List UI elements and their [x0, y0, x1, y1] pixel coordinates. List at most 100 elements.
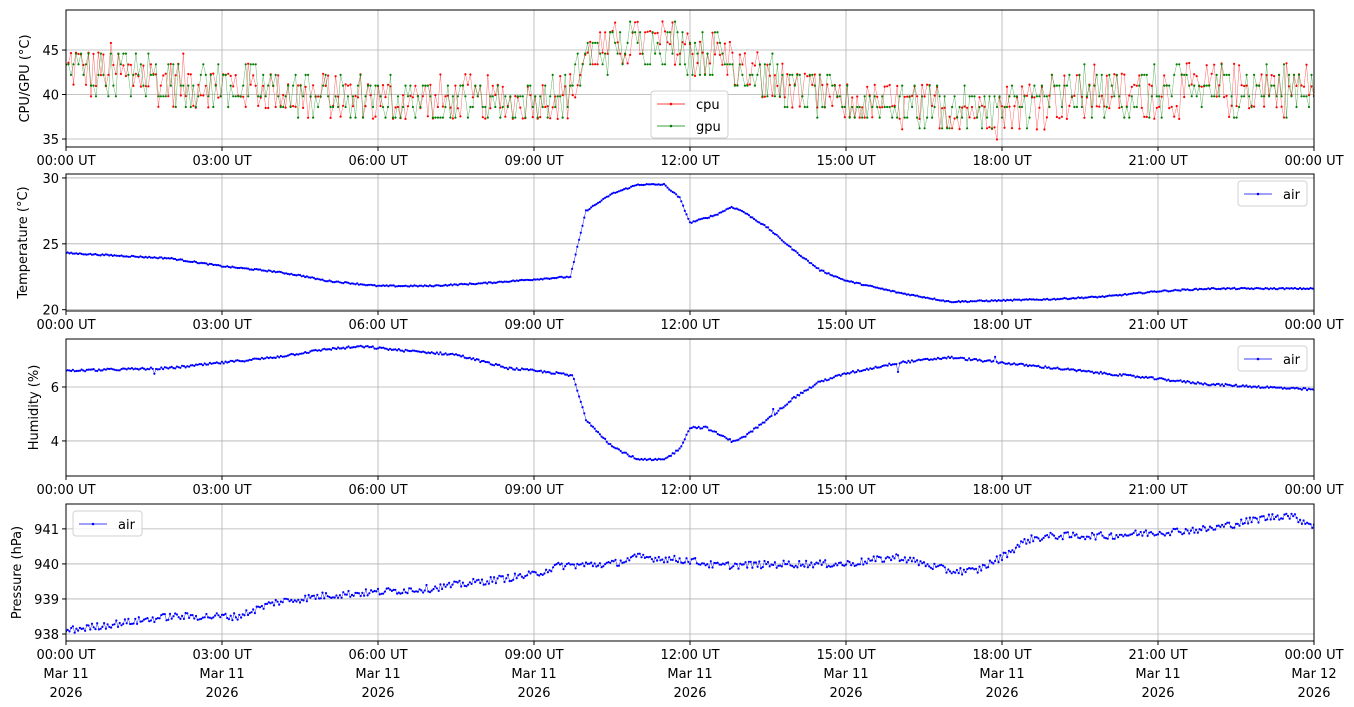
data-point-air [158, 256, 161, 259]
data-point-gpu [337, 105, 340, 109]
data-point-air [654, 556, 657, 559]
data-point-cpu [544, 105, 547, 109]
data-point-gpu [1155, 95, 1158, 98]
data-point-cpu [923, 95, 926, 98]
data-point-air [413, 590, 416, 593]
data-point-air [260, 356, 263, 359]
data-point-cpu [634, 21, 637, 24]
data-point-air [352, 594, 355, 597]
x-tick-label: 12:00 UT [660, 154, 719, 169]
data-point-gpu [1278, 73, 1281, 76]
data-point-air [643, 556, 647, 560]
data-point-air [361, 345, 364, 348]
data-point-air [796, 251, 799, 254]
data-point-air [262, 357, 265, 360]
data-point-cpu [561, 94, 564, 97]
data-point-air [194, 363, 198, 366]
legend-box [1237, 345, 1308, 372]
data-point-air [274, 598, 277, 602]
data-point-cpu [1045, 116, 1048, 119]
data-point-air [373, 284, 376, 287]
data-point-air [770, 229, 773, 232]
data-point-air [870, 367, 874, 370]
data-point-air [486, 361, 489, 364]
data-point-air [526, 278, 529, 281]
data-point-air [673, 554, 676, 558]
data-point-air [789, 400, 792, 403]
data-point-air [526, 574, 529, 577]
data-point-air [479, 360, 482, 364]
data-point-air [1257, 385, 1260, 388]
data-point-cpu [1173, 115, 1176, 118]
data-point-air [985, 566, 988, 569]
data-point-cpu [831, 104, 834, 107]
data-point-air [943, 300, 946, 303]
data-point-cpu [1265, 74, 1268, 77]
data-point-air [508, 366, 511, 369]
data-point-air [694, 220, 697, 223]
data-point-air [527, 570, 530, 573]
data-point-air [1092, 295, 1095, 299]
data-point-air [1037, 364, 1040, 367]
data-point-air [812, 264, 815, 267]
data-point-air [714, 430, 718, 433]
data-point-air [116, 254, 120, 257]
data-point-air [902, 360, 905, 363]
data-point-gpu [811, 73, 814, 76]
data-point-air [1304, 522, 1307, 526]
data-point-air [938, 564, 941, 567]
data-point-air [910, 359, 914, 362]
data-point-air [881, 364, 884, 368]
data-point-gpu [207, 95, 210, 98]
data-point-air [1165, 289, 1168, 292]
data-point-gpu [481, 105, 484, 109]
data-point-air [579, 231, 582, 234]
data-point-air [595, 430, 598, 433]
data-point-air [80, 368, 83, 371]
data-point-air [127, 617, 130, 620]
data-point-air [1144, 375, 1147, 378]
data-point-air [389, 347, 392, 350]
data-point-air [149, 366, 152, 369]
data-point-air [796, 393, 799, 397]
data-point-cpu [1093, 63, 1096, 66]
data-point-cpu [454, 84, 457, 87]
data-point-air [153, 620, 156, 624]
data-point-air [1082, 369, 1085, 372]
data-point-air [94, 252, 97, 256]
data-point-air [987, 566, 990, 569]
data-point-air [1085, 296, 1088, 299]
data-point-gpu [152, 73, 155, 76]
data-point-air [172, 257, 175, 260]
plot-area [66, 20, 1314, 141]
data-point-air [142, 256, 146, 259]
data-point-air [919, 359, 922, 362]
data-point-air [446, 284, 449, 287]
data-point-air [734, 439, 737, 442]
data-point-air [961, 573, 964, 576]
data-point-gpu [1083, 63, 1086, 66]
data-point-air [916, 559, 919, 562]
data-point-air [709, 214, 712, 217]
data-point-cpu [654, 32, 657, 35]
data-point-air [1032, 540, 1035, 543]
data-point-gpu [1078, 73, 1081, 76]
data-point-gpu [1090, 116, 1093, 119]
data-point-air [188, 616, 191, 620]
data-point-air [642, 183, 645, 187]
data-point-cpu [1210, 72, 1213, 75]
data-point-air [94, 369, 97, 372]
data-point-air [864, 560, 867, 563]
data-point-air [122, 367, 125, 370]
data-point-air [184, 366, 187, 369]
x-tick-label: 00:00 UT [1284, 318, 1343, 333]
data-point-air [1309, 523, 1312, 526]
data-point-air [283, 272, 286, 275]
data-point-air [1259, 515, 1262, 519]
data-point-gpu [1060, 105, 1063, 109]
data-point-air [1104, 537, 1108, 540]
data-point-air [688, 427, 692, 430]
data-point-air [917, 295, 920, 298]
data-point-air [155, 367, 158, 371]
